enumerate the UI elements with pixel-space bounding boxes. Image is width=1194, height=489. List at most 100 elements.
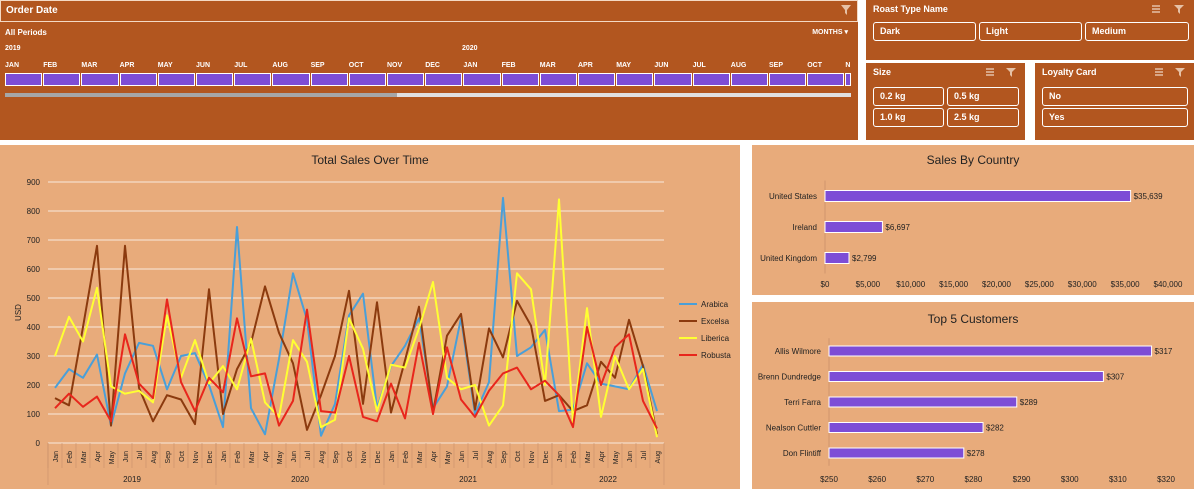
timeline-month-label: SEP [310, 62, 325, 69]
timeline-month-label: APR [578, 62, 593, 69]
size-option-1-0kg[interactable]: 1.0 kg [873, 108, 944, 127]
x-tick-label: Sep [501, 451, 508, 464]
timeline-month-bar[interactable] [730, 73, 768, 86]
total-sales-chart-title: Total Sales Over Time [311, 153, 429, 167]
timeline-month-bar[interactable] [234, 73, 272, 86]
multiselect-icon[interactable] [1148, 3, 1188, 15]
legend-label-excelsa: Excelsa [701, 317, 730, 326]
x-tick-label: Aug [655, 451, 662, 464]
timeline-month-bar[interactable] [119, 73, 157, 86]
bar [828, 447, 965, 459]
y-tick-label: 800 [27, 207, 41, 216]
x-tick-label: May [445, 451, 452, 465]
timeline-month-label: AUG [730, 62, 747, 69]
category-label: Allis Wilmore [775, 347, 822, 356]
timeline-month-bar[interactable] [501, 73, 539, 86]
x-tick-label: $280 [965, 475, 983, 484]
timeline-month-bar[interactable] [654, 73, 692, 86]
year-group-label: 2019 [123, 475, 141, 484]
x-tick-label: Feb [403, 451, 410, 463]
x-tick-label: Aug [151, 451, 158, 464]
clear-filter-icon[interactable] [841, 5, 851, 15]
size-option-2-5kg[interactable]: 2.5 kg [947, 108, 1019, 127]
x-tick-label: Jan [557, 451, 564, 462]
x-tick-label: Sep [165, 451, 172, 464]
timeline-month-label: N [845, 62, 851, 69]
timeline-month-label: MAY [157, 62, 173, 69]
category-label: Terri Farra [784, 398, 821, 407]
roast-option-light[interactable]: Light [979, 22, 1082, 41]
timeline-month-bar[interactable] [463, 73, 501, 86]
x-tick-label: Apr [263, 450, 270, 462]
data-label: $278 [967, 449, 985, 458]
timeline-month-bar[interactable] [272, 73, 310, 86]
category-label: United Kingdom [760, 254, 817, 263]
timeline-scrollbar-thumb[interactable] [5, 93, 397, 97]
data-label: $289 [1020, 398, 1038, 407]
timeline-month-bar[interactable] [769, 73, 807, 86]
category-label: Don Flintiff [783, 449, 822, 458]
x-tick-label: Jan [221, 451, 228, 462]
series-line-arabica [54, 196, 658, 437]
loyalty-option-yes[interactable]: Yes [1042, 108, 1188, 127]
timeline-month-bar[interactable] [578, 73, 616, 86]
timeline-month-bar[interactable] [387, 73, 425, 86]
roast-option-dark[interactable]: Dark [873, 22, 976, 41]
timeline-month-bar[interactable] [539, 73, 577, 86]
x-tick-label: Nov [361, 451, 368, 464]
timeline-month-label: OCT [807, 62, 822, 69]
x-tick-label: Mar [249, 450, 256, 463]
x-tick-label: Oct [347, 451, 354, 462]
year-group-label: 2022 [599, 475, 617, 484]
x-tick-label: $260 [868, 475, 886, 484]
timeline-month-bar[interactable] [43, 73, 81, 86]
bar [828, 396, 1018, 408]
x-tick-label: Jul [305, 451, 312, 460]
sales-by-country-title: Sales By Country [926, 153, 1020, 167]
bar [828, 422, 984, 433]
y-tick-label: 400 [27, 323, 41, 332]
multiselect-icon[interactable] [982, 66, 1022, 78]
timeline-month-label: JAN [463, 62, 478, 69]
size-option-0-5kg[interactable]: 0.5 kg [947, 87, 1019, 106]
timeline-month-bar[interactable] [310, 73, 348, 86]
timeline-month-label: JUN [654, 62, 669, 69]
bar [824, 190, 1132, 202]
loyalty-option-no[interactable]: No [1042, 87, 1188, 106]
timeline-header: Order Date [0, 0, 858, 22]
timeline-month-bar[interactable] [807, 73, 845, 86]
size-option-0-2kg[interactable]: 0.2 kg [873, 87, 944, 106]
timeline-month-bar[interactable] [5, 73, 43, 86]
data-label: $317 [1155, 347, 1173, 356]
year-group-label: 2020 [291, 475, 309, 484]
timeline-month-label: APR [119, 62, 135, 69]
timeline-level-dropdown[interactable]: MONTHS ▾ [812, 29, 848, 36]
x-tick-label: May [109, 451, 116, 465]
roast-option-medium[interactable]: Medium [1085, 22, 1189, 41]
multiselect-icon[interactable] [1151, 66, 1191, 78]
timeline-month-bar[interactable] [157, 73, 195, 86]
top-customers-title: Top 5 Customers [927, 312, 1019, 326]
timeline-month-bar[interactable] [845, 73, 851, 86]
x-tick-label: Apr [599, 450, 606, 462]
sales-by-country-panel: Sales By Country $0 $5,000 $10,000 $15,000 $… [752, 145, 1194, 295]
timeline-month-label: JUL [692, 62, 706, 69]
bar [828, 345, 1153, 357]
timeline-month-bar[interactable] [616, 73, 654, 86]
roast-type-slicer: Roast Type Name Dark Light Medium [866, 0, 1194, 60]
x-tick-label: Jan [389, 451, 396, 462]
timeline-scrollbar[interactable] [5, 93, 851, 97]
y-tick-label: 200 [27, 381, 41, 390]
timeline-month-bar[interactable] [425, 73, 463, 86]
x-tick-label: Jul [473, 451, 480, 460]
timeline-month-bar[interactable] [348, 73, 386, 86]
timeline-month-bar[interactable] [81, 73, 119, 86]
legend-label-liberica: Liberica [701, 334, 730, 343]
series-line-excelsa [54, 244, 658, 435]
x-tick-label: $15,000 [939, 280, 968, 289]
x-tick-label: $250 [820, 475, 838, 484]
timeline-month-bar[interactable] [692, 73, 730, 86]
x-tick-label: Dec [543, 451, 550, 464]
loyalty-card-slicer: Loyalty Card No Yes [1035, 63, 1194, 140]
timeline-month-bar[interactable] [196, 73, 234, 86]
